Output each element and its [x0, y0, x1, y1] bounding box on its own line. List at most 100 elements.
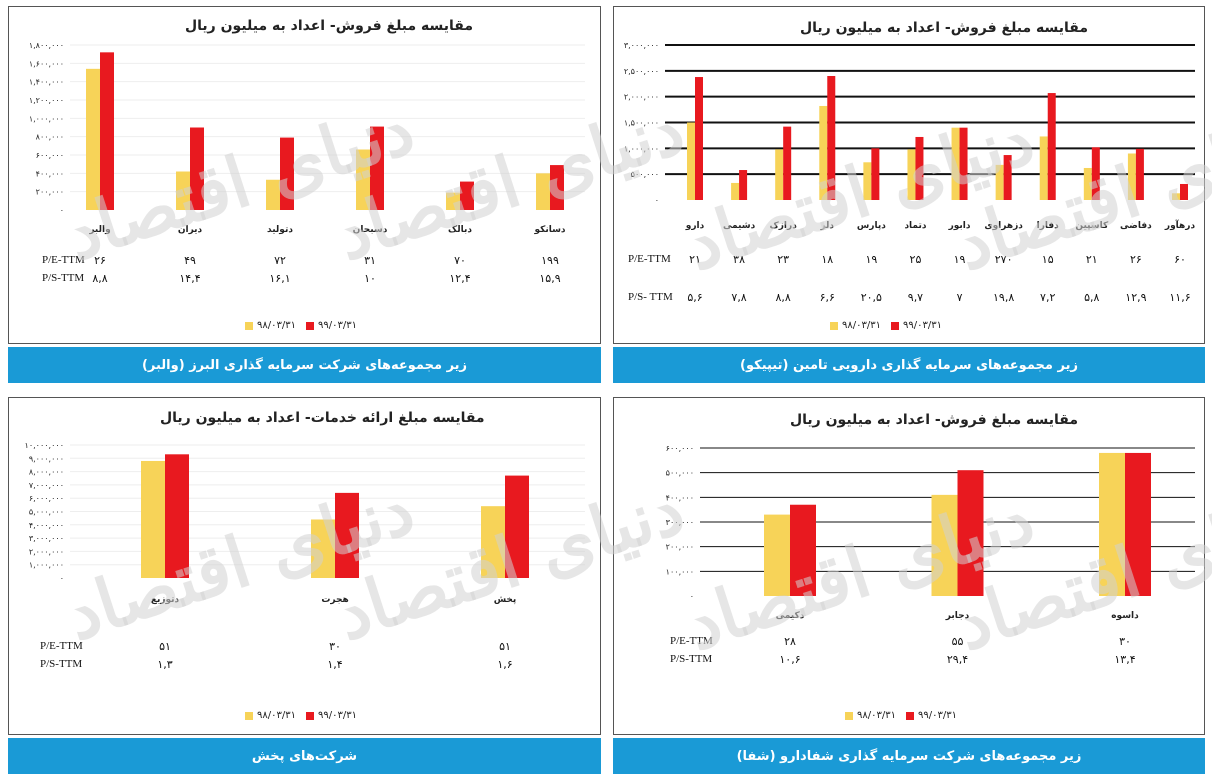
- y-tick-label: ۱,۸۰۰,۰۰۰: [29, 41, 64, 50]
- x-tick-label: دبالک: [448, 225, 472, 235]
- bar: [783, 126, 792, 200]
- bar: [86, 68, 100, 210]
- table-cell: ۵,۸: [1084, 291, 1100, 304]
- bar: [1039, 136, 1048, 200]
- bar: [100, 52, 114, 211]
- y-tick-label: ۷,۰۰۰,۰۰۰: [29, 481, 64, 490]
- table-cell: ۱۲,۹: [1125, 291, 1147, 304]
- table-row-label: P/S- TTM: [628, 291, 673, 303]
- table-cell: ۱,۶: [497, 658, 513, 671]
- table-cell: ۷,۸: [731, 291, 747, 304]
- bar: [775, 149, 784, 200]
- table-cell: ۸,۸: [92, 272, 108, 285]
- table-cell: ۵,۶: [687, 291, 703, 304]
- x-tick-label: دجابر: [945, 611, 970, 621]
- x-tick-label: دشیمی: [723, 221, 756, 231]
- table-row-label: P/S-TTM: [40, 658, 83, 670]
- table-cell: ۳۰: [329, 640, 341, 653]
- bar: [1127, 153, 1136, 200]
- band-pakhsh: شرکت‌های پخش: [8, 738, 601, 774]
- legend: ۹۸/۰۳/۳۱ ۹۹/۰۳/۳۱: [845, 710, 963, 721]
- band-alborz: زیر مجموعه‌های شرکت سرمایه گذاری البرز (…: [8, 347, 601, 383]
- y-tick-label: ۳۰۰,۰۰۰: [666, 518, 694, 527]
- x-tick-label: دسانکو: [533, 225, 565, 235]
- x-tick-label: درازک: [770, 221, 798, 231]
- table-cell: ۳۸: [733, 253, 745, 266]
- x-tick-label: دارو: [685, 221, 705, 231]
- x-tick-label: دتوزیع: [151, 595, 180, 605]
- bar: [1135, 148, 1144, 200]
- bar: [931, 494, 958, 596]
- y-tick-label: ۲,۰۰۰,۰۰۰: [29, 547, 64, 556]
- table-cell: ۴۹: [184, 254, 196, 267]
- y-tick-label: ۳,۰۰۰,۰۰۰: [29, 534, 64, 543]
- legend-label: ۹۸/۰۳/۳۱: [257, 710, 296, 721]
- bar: [819, 105, 828, 200]
- table-cell: ۲۹,۴: [946, 653, 969, 666]
- legend: ۹۸/۰۳/۳۱ ۹۹/۰۳/۳۱: [830, 320, 948, 331]
- x-tick-label: پخش: [494, 595, 517, 605]
- x-tick-label: دیران: [178, 225, 203, 235]
- legend-label: ۹۹/۰۳/۳۱: [317, 710, 357, 721]
- x-tick-label: دفارا: [1037, 221, 1060, 231]
- bar: [1125, 452, 1151, 596]
- bar: [959, 127, 968, 200]
- y-tick-label: ۳,۰۰۰,۰۰۰: [624, 41, 659, 50]
- y-tick-label: ۵۰۰,۰۰۰: [666, 469, 694, 478]
- legend-swatch: [890, 321, 899, 330]
- chart-title-tipico: مقایسه مبلغ فروش- اعداد به میلیون ریال: [800, 20, 1089, 36]
- legend-label: ۹۹/۰۳/۳۱: [917, 710, 957, 721]
- table-cell: ۱۰: [364, 272, 376, 285]
- bar: [141, 460, 165, 578]
- bar: [536, 173, 550, 210]
- band-tipico: زیر مجموعه‌های سرمایه گذاری دارویی تامین…: [613, 347, 1205, 383]
- legend: ۹۸/۰۳/۳۱ ۹۹/۰۳/۳۱: [245, 710, 363, 721]
- y-tick-label: ۹,۰۰۰,۰۰۰: [29, 454, 64, 463]
- table-cell: ۱۹,۸: [993, 291, 1015, 304]
- table-cell: ۱,۳: [157, 658, 173, 671]
- bar: [915, 136, 924, 200]
- table-cell: ۲۶: [1129, 253, 1142, 266]
- table-cell: ۲۳: [777, 253, 790, 266]
- bar: [370, 126, 384, 210]
- table-cell: ۱,۴: [327, 658, 343, 671]
- x-tick-label: کاسپین: [1075, 221, 1109, 231]
- bar: [1091, 147, 1100, 200]
- y-tick-label: ۱۰,۰۰۰,۰۰۰: [25, 441, 64, 450]
- bar: [165, 454, 189, 578]
- bar: [687, 122, 695, 200]
- bar: [995, 164, 1004, 200]
- table-cell: ۹,۷: [907, 291, 924, 304]
- y-tick-label: ۲۰۰,۰۰۰: [36, 188, 64, 197]
- y-tick-label: ۱,۰۰۰,۰۰۰: [29, 114, 64, 123]
- chart-title-alborz: مقایسه مبلغ فروش- اعداد به میلیون ریال: [185, 18, 474, 34]
- y-tick-label: ۱,۵۰۰,۰۰۰: [624, 119, 659, 128]
- x-tick-label: هجرت: [321, 595, 348, 605]
- chart-title-pakhsh: مقایسه مبلغ ارائه خدمات- اعداد به میلیون…: [160, 410, 485, 426]
- y-tick-label: ۴,۰۰۰,۰۰۰: [29, 521, 64, 530]
- y-tick-label: ۱۰۰,۰۰۰: [666, 567, 694, 576]
- legend-label: ۹۸/۰۳/۳۱: [857, 710, 896, 721]
- y-tick-label: ۶۰۰,۰۰۰: [36, 151, 64, 160]
- y-tick-label: ۰: [655, 196, 659, 205]
- table-cell: ۱۸: [821, 253, 834, 266]
- table-cell: ۱۹۹: [541, 254, 559, 267]
- table-cell: ۷: [956, 291, 963, 304]
- table-cell: ۱۹: [953, 253, 966, 266]
- y-tick-label: ۲۰۰,۰۰۰: [666, 543, 694, 552]
- y-tick-label: ۱,۴۰۰,۰۰۰: [29, 78, 64, 87]
- bar: [957, 470, 984, 596]
- legend-label: ۹۸/۰۳/۳۱: [842, 320, 881, 331]
- table-row-label: P/E-TTM: [670, 635, 713, 647]
- y-tick-label: ۲,۰۰۰,۰۰۰: [624, 93, 659, 102]
- x-tick-label: والبر: [88, 225, 110, 235]
- bar: [1003, 155, 1012, 200]
- y-tick-label: ۴۰۰,۰۰۰: [666, 493, 694, 502]
- bar: [266, 179, 280, 210]
- y-tick-label: ۰: [690, 592, 694, 601]
- y-tick-label: ۸۰۰,۰۰۰: [36, 133, 64, 142]
- legend-swatch: [305, 321, 314, 330]
- table-row-label: P/S-TTM: [670, 653, 713, 665]
- y-tick-label: ۵۰۰,۰۰۰: [631, 170, 659, 179]
- table-cell: ۳۰: [1119, 635, 1131, 648]
